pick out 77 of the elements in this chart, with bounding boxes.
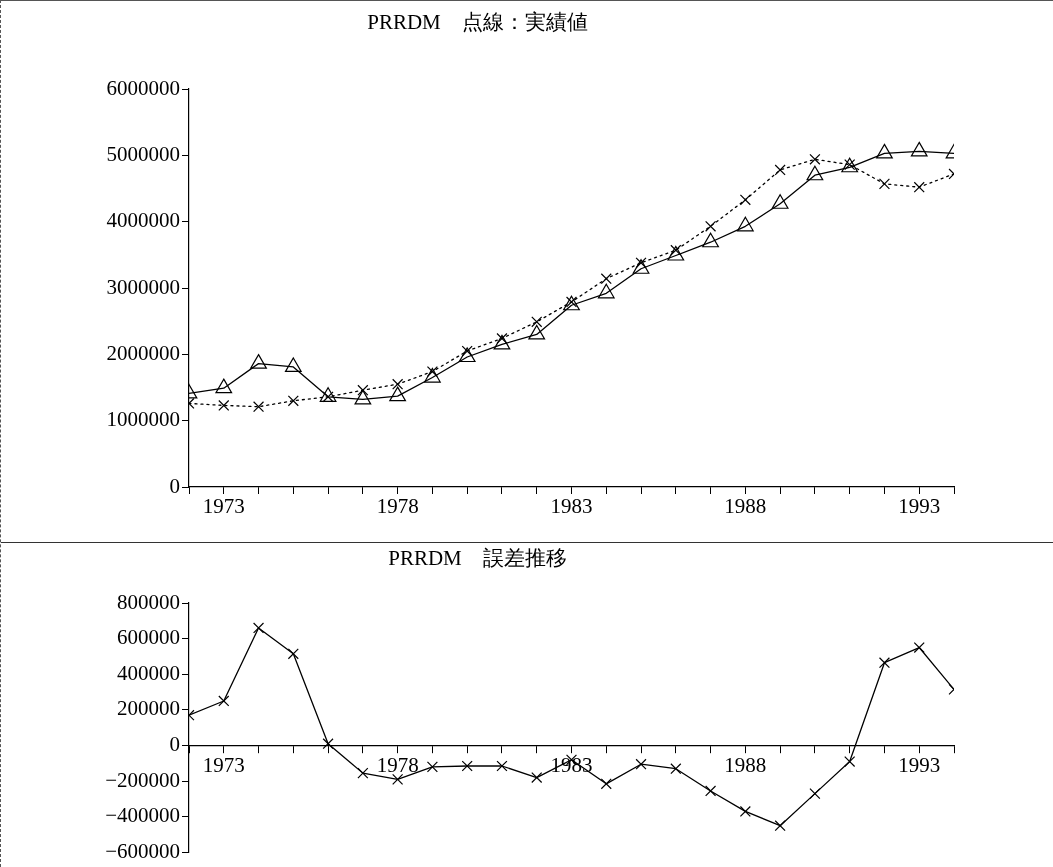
point — [354, 389, 372, 405]
point — [600, 273, 612, 285]
y-tick-label: 4000000 — [106, 208, 180, 233]
point — [218, 399, 230, 411]
point — [667, 245, 685, 261]
y-tick-label: 3000000 — [106, 274, 180, 299]
y-tick-label: 5000000 — [106, 141, 180, 166]
point — [496, 760, 508, 772]
x-tick-label: 1983 — [550, 494, 593, 519]
y-tick-label: −400000 — [105, 803, 180, 828]
point — [635, 758, 647, 770]
point — [774, 820, 786, 832]
point — [493, 334, 511, 350]
point — [426, 761, 438, 773]
point — [670, 763, 682, 775]
chart-title: PRRDM 誤差推移 — [388, 546, 567, 571]
point — [597, 283, 615, 299]
x-tick-label: 1978 — [376, 752, 419, 777]
point — [809, 153, 821, 165]
point — [876, 143, 893, 159]
point — [389, 386, 407, 402]
point — [844, 756, 856, 768]
point — [458, 347, 476, 363]
point — [287, 395, 299, 407]
point — [287, 648, 299, 660]
point — [878, 657, 890, 669]
y-tick-label: 2000000 — [106, 340, 180, 365]
point — [322, 738, 334, 750]
point — [736, 216, 754, 232]
chart-title: PRRDM 点線：実績値 — [367, 10, 588, 35]
point — [705, 785, 717, 797]
y-tick-label: 200000 — [117, 696, 180, 721]
point — [284, 357, 302, 373]
point — [771, 194, 789, 209]
point — [528, 324, 546, 340]
y-tick-label: −200000 — [105, 767, 180, 792]
y-tick-label: 800000 — [117, 589, 180, 614]
point — [739, 805, 751, 817]
x-tick-label: 1978 — [376, 494, 419, 519]
point — [910, 141, 928, 157]
point — [250, 354, 267, 369]
x-tick-label: 1993 — [898, 752, 941, 777]
point — [878, 178, 890, 190]
y-tick-label: 600000 — [117, 625, 180, 650]
point — [913, 181, 925, 193]
point — [739, 194, 751, 206]
point — [705, 220, 717, 232]
y-tick-label: 6000000 — [106, 75, 180, 100]
y-tick-label: 0 — [169, 473, 180, 498]
y-tick-label: 0 — [169, 732, 180, 757]
point — [392, 378, 404, 390]
x-tick-label: 1973 — [202, 494, 245, 519]
point — [357, 384, 369, 396]
point — [531, 772, 543, 784]
point — [531, 316, 543, 328]
point — [253, 622, 265, 634]
y-tick-label: −600000 — [105, 838, 180, 863]
x-tick-label: 1988 — [724, 494, 767, 519]
x-tick-label: 1973 — [202, 752, 245, 777]
point — [357, 767, 369, 779]
point — [702, 232, 719, 248]
point — [809, 788, 821, 800]
point — [424, 367, 441, 383]
y-tick-label: 1000000 — [106, 407, 180, 432]
point — [392, 773, 404, 785]
x-tick-label: 1993 — [898, 494, 941, 519]
point — [253, 401, 265, 413]
point — [461, 760, 473, 772]
point — [218, 695, 230, 707]
point — [215, 378, 233, 394]
point — [600, 778, 612, 790]
point — [632, 259, 650, 274]
point — [913, 641, 925, 654]
x-tick-label: 1988 — [724, 752, 767, 777]
point — [774, 164, 786, 176]
y-tick-label: 400000 — [117, 660, 180, 685]
point — [806, 165, 824, 181]
